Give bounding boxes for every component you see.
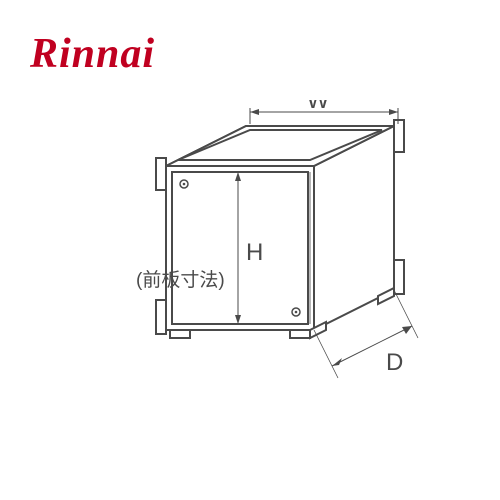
isometric-drawing: W H (前板寸法) D bbox=[70, 100, 450, 450]
brand-logo: Rinnai bbox=[30, 30, 155, 78]
brand-name: Rinnai bbox=[30, 31, 155, 77]
left-flange-top bbox=[156, 158, 166, 190]
technical-diagram: W H (前板寸法) D bbox=[70, 100, 450, 450]
dim-d-label: D bbox=[386, 349, 403, 376]
front-panel bbox=[172, 172, 308, 324]
right-flange-top bbox=[394, 120, 404, 152]
dim-w-label: W bbox=[307, 100, 330, 114]
dim-d-ext1 bbox=[314, 330, 338, 378]
foot-right bbox=[290, 330, 310, 338]
dim-h-sublabel: (前板寸法) bbox=[136, 269, 225, 291]
left-flange-bottom bbox=[156, 300, 166, 334]
foot-left bbox=[170, 330, 190, 338]
right-flange-bottom bbox=[394, 260, 404, 294]
dim-h-label: H bbox=[246, 239, 263, 266]
